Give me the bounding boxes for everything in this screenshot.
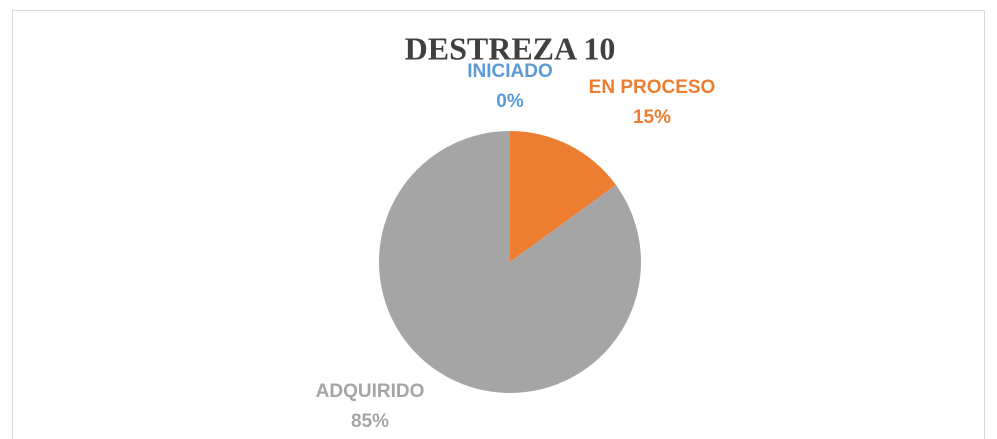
data-label-value: 15% xyxy=(633,107,671,128)
pie xyxy=(378,131,641,393)
data-label-category: INICIADO xyxy=(467,61,553,82)
data-label-value: 0% xyxy=(496,91,524,112)
data-label-value: 85% xyxy=(351,411,389,432)
data-label-category: EN PROCESO xyxy=(589,77,716,98)
chart-title: DESTREZA 10 xyxy=(405,30,616,66)
data-label-category: ADQUIRIDO xyxy=(316,381,425,402)
pie-slice xyxy=(510,131,616,262)
pie-slice xyxy=(378,131,641,393)
